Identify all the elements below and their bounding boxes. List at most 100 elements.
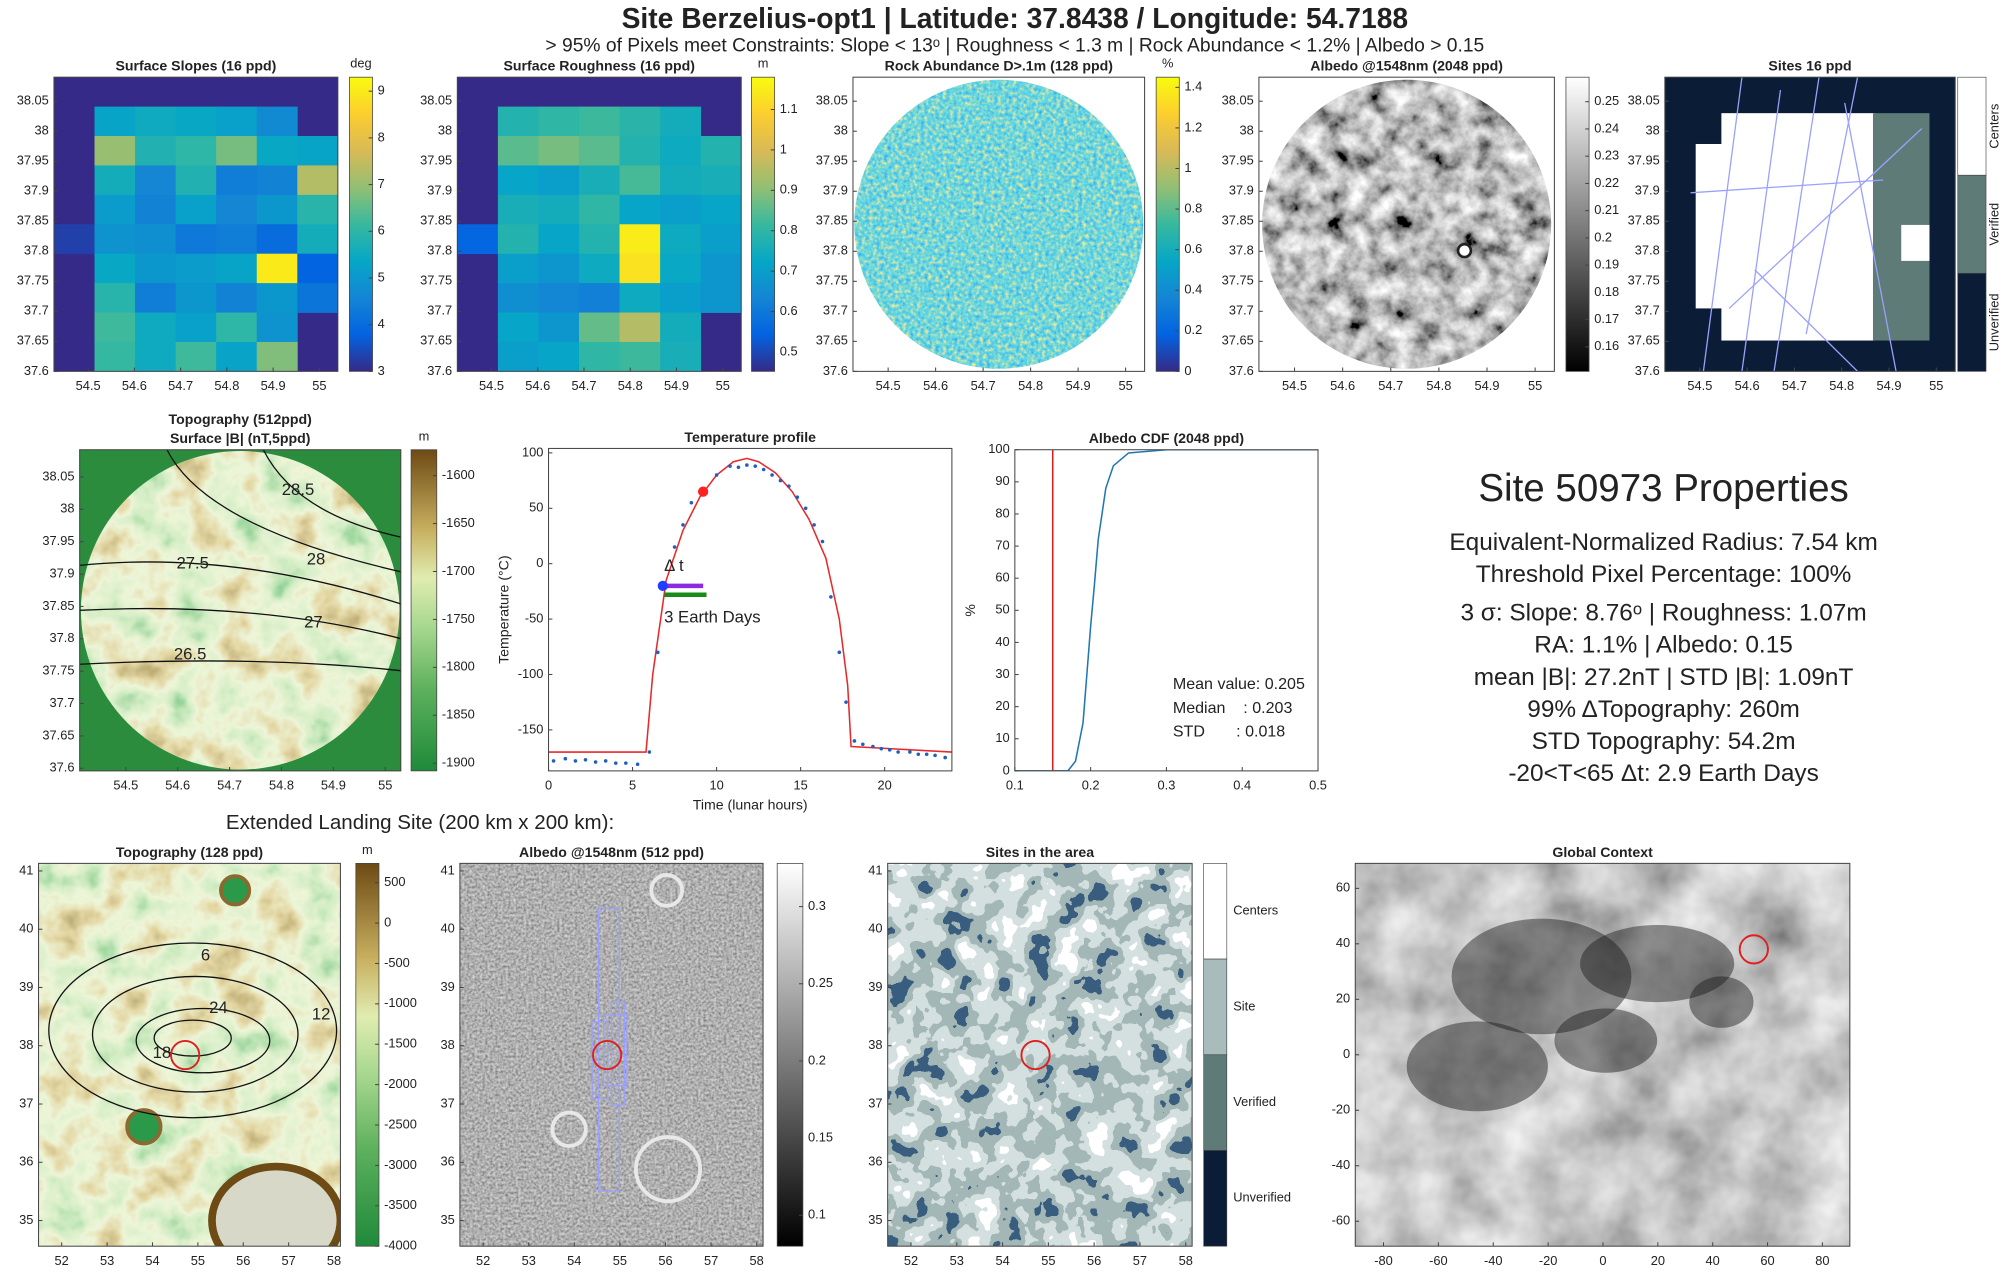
- contour-line: [79, 660, 401, 672]
- x-tick-label: 54.5: [1687, 378, 1712, 393]
- y-tick-label: 38.05: [17, 93, 49, 108]
- heatmap-cell: [497, 312, 539, 343]
- y-tick-label: 35: [440, 1212, 454, 1227]
- colorbar: [751, 76, 776, 372]
- fit-line: [548, 457, 952, 753]
- heatmap-cell: [660, 253, 702, 284]
- x-tick-label: 40: [1706, 1253, 1720, 1268]
- heatmap-cell: [256, 165, 298, 196]
- heatmap-cell: [538, 165, 580, 196]
- contour-line: [91, 975, 299, 1093]
- heatmap-cell: [619, 283, 661, 313]
- colorbar-label: Site: [1233, 998, 1255, 1013]
- property-line: STD Topography: 54.2m: [1532, 728, 1796, 755]
- crater: [550, 1110, 588, 1148]
- panel: Sites 16 ppd 54.5 54.6 54.7 54.8 54.9 55 37.6 37…: [1628, 58, 2002, 394]
- y-tick-label: 38.05: [42, 468, 74, 483]
- site-marker: [170, 1039, 201, 1071]
- y-tick-label: 90: [995, 473, 1009, 488]
- y-tick-label: -50: [525, 610, 544, 625]
- colorbar-tick-label: 0.8: [780, 222, 798, 237]
- heatmap-cell: [175, 136, 217, 166]
- colorbar-band: [1957, 76, 1987, 176]
- x-tick-label: 54.8: [269, 778, 294, 793]
- y-tick-label: 38: [60, 501, 74, 516]
- moon-texture: [1355, 863, 1850, 1247]
- data-point: [852, 739, 857, 743]
- x-tick-label: 54.8: [214, 378, 239, 393]
- y-tick-label: 37.75: [420, 273, 452, 288]
- colorbar-label: Unverified: [1233, 1190, 1291, 1205]
- y-tick-label: 37.95: [420, 153, 452, 168]
- contour-label: 27.5: [176, 553, 208, 572]
- heatmap-cell: [700, 283, 742, 313]
- contour-line: [153, 1019, 232, 1057]
- colorbar: [355, 862, 380, 1247]
- heatmap-cell: [135, 283, 177, 313]
- plot-area: [457, 77, 742, 372]
- x-tick-label: 55: [191, 1253, 205, 1268]
- site-marker: [1738, 934, 1769, 965]
- colorbar-tick-label: 5: [378, 269, 385, 284]
- axes-frame: [38, 862, 341, 1247]
- contour-line: [79, 561, 401, 605]
- contour-label: 28.5: [282, 480, 314, 499]
- heatmap-cell: [538, 312, 580, 343]
- site-outline: [610, 1001, 625, 1106]
- colorbar-unit: m: [362, 842, 373, 857]
- heatmap-cell: [175, 106, 217, 137]
- y-tick-label: 37: [19, 1095, 33, 1110]
- data-point: [689, 500, 694, 505]
- y-tick-label: 38.05: [816, 93, 848, 108]
- property-line: mean |B|: 27.2nT | STD |B|: 1.09nT: [1474, 664, 1854, 691]
- colorbar-label: Centers: [1986, 104, 2001, 149]
- colorbar-tick-label: 1.2: [1184, 119, 1202, 134]
- heatmap-cell: [578, 253, 620, 284]
- x-tick-label: 54.8: [618, 378, 643, 393]
- heatmap-cell: [94, 253, 136, 284]
- y-tick-label: 37.75: [1222, 273, 1254, 288]
- y-tick-label: 36: [19, 1154, 33, 1169]
- colorbar-tick-label: 4: [378, 316, 385, 331]
- heatmap-cell: [94, 194, 136, 225]
- colorbar-tick-label: -1500: [384, 1036, 417, 1051]
- y-tick-label: 50: [995, 602, 1009, 617]
- colorbar-tick-label: 0.23: [1594, 148, 1619, 163]
- colorbar-band: [1203, 863, 1228, 960]
- y-tick-label: 37.9: [1229, 183, 1254, 198]
- x-tick-label: 0.1: [1006, 778, 1024, 793]
- x-tick-label: 0.4: [1233, 778, 1251, 793]
- y-tick-label: 37.85: [17, 213, 49, 228]
- y-tick-label: 60: [1336, 880, 1350, 895]
- heatmap-cell: [297, 165, 338, 196]
- panel-title: Temperature profile: [684, 429, 816, 445]
- contour-line: [48, 942, 338, 1119]
- panel: Surface Slopes (16 ppd) 54.5 54.6 54.7 54.8 5…: [17, 56, 385, 393]
- colorbar-tick-label: -1650: [442, 515, 475, 530]
- colorbar-tick-label: 0.24: [1594, 120, 1619, 135]
- cdf-line: [1014, 449, 1319, 771]
- mare: [1406, 1021, 1548, 1112]
- data-point: [787, 484, 791, 488]
- data-point: [655, 650, 660, 655]
- y-tick-label: -100: [518, 666, 544, 681]
- y-tick-label: 37: [868, 1095, 882, 1110]
- x-tick-label: 54.7: [572, 378, 597, 393]
- data-point: [924, 752, 929, 757]
- plot-area: 6 24 12 18: [38, 863, 341, 1247]
- y-tick-label: 37.7: [24, 303, 49, 318]
- site-outline: [1690, 179, 1884, 194]
- panel-title: Surface Roughness (16 ppd): [504, 58, 696, 74]
- y-tick-label: 40: [1336, 935, 1350, 950]
- data-point: [844, 700, 848, 704]
- colorbar-tick-label: 500: [384, 874, 405, 889]
- y-tick-label: 37.95: [1222, 153, 1254, 168]
- y-tick-label: 40: [19, 921, 33, 936]
- colorbar-tick-label: 0.1: [808, 1207, 826, 1222]
- site-outline: [1844, 102, 1897, 372]
- x-tick-label: 54.7: [971, 378, 996, 393]
- x-tick-label: 54.7: [1782, 378, 1807, 393]
- panel-title: Albedo CDF (2048 ppd): [1089, 430, 1244, 446]
- x-tick-label: 0.3: [1158, 778, 1176, 793]
- colorbar-tick-label: 0: [384, 914, 391, 929]
